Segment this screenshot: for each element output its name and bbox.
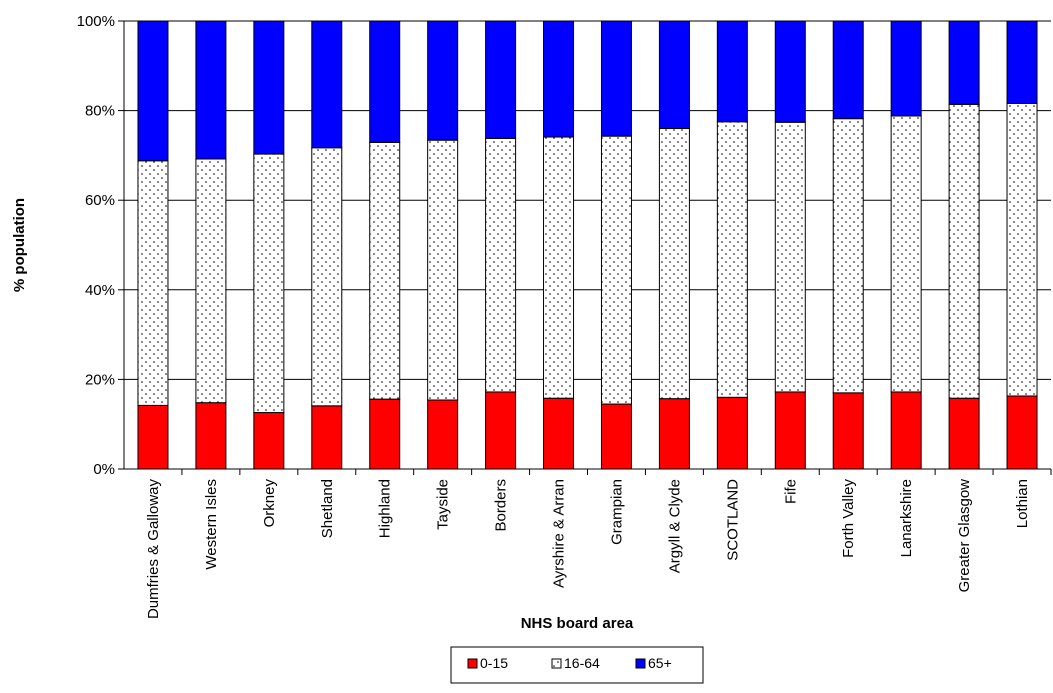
bar-segment-65+ — [658, 20, 690, 130]
legend-swatch-65+ — [635, 658, 646, 669]
y-tick-label: 20% — [85, 371, 115, 388]
y-tick-label: 40% — [85, 282, 115, 299]
bar-segment-0-15 — [890, 391, 922, 470]
bar-segment-16-64 — [890, 115, 922, 393]
bar-segment-16-64 — [948, 103, 980, 399]
bar-segment-16-64 — [543, 136, 575, 399]
bar-segment-65+ — [832, 20, 864, 120]
bar-segment-0-15 — [485, 391, 517, 470]
bar-segment-0-15 — [369, 398, 401, 470]
bar-segment-16-64 — [600, 135, 632, 405]
bar-segment-0-15 — [658, 398, 690, 470]
bar-segment-65+ — [600, 20, 632, 137]
x-tick-label: Forth Valley — [840, 479, 857, 558]
bar-segment-0-15 — [195, 402, 227, 470]
bar-segment-0-15 — [137, 404, 169, 470]
bar-segment-0-15 — [774, 391, 806, 470]
bar-segment-16-64 — [716, 121, 748, 398]
bar-segment-0-15 — [948, 397, 980, 470]
bar-segment-0-15 — [716, 396, 748, 470]
bar-segment-16-64 — [485, 137, 517, 393]
x-tick-label: Lothian — [1014, 479, 1031, 528]
bar-segment-65+ — [137, 20, 169, 162]
legend-label-65+: 65+ — [648, 655, 672, 671]
bar-segment-16-64 — [658, 128, 690, 400]
x-tick-label: Ayrshire & Arran — [551, 479, 568, 588]
bar-segment-0-15 — [427, 399, 459, 470]
bar-segment-0-15 — [832, 392, 864, 470]
x-tick-label: Greater Glasgow — [956, 479, 973, 593]
bar-segment-65+ — [253, 20, 285, 155]
legend-swatch-16-64 — [551, 658, 562, 669]
x-tick-label: Borders — [493, 479, 510, 532]
x-axis-title: NHS board area — [521, 615, 634, 632]
bar-segment-0-15 — [311, 405, 343, 470]
x-tick-label: Fife — [782, 479, 799, 504]
bar-segment-65+ — [311, 20, 343, 149]
bar-segment-65+ — [890, 20, 922, 117]
y-tick-label: 100% — [77, 13, 115, 30]
bar-segment-16-64 — [369, 141, 401, 400]
x-tick-label: Tayside — [435, 479, 452, 530]
y-tick-label: 80% — [85, 103, 115, 120]
y-tick-labels: 0% 20% 40% 60% 80% 100% — [77, 13, 115, 478]
x-tick-label: Western Isles — [203, 479, 220, 570]
bar-segment-65+ — [427, 20, 459, 141]
x-tick-label: SCOTLAND — [724, 479, 741, 561]
x-tick-label: Grampian — [608, 479, 625, 545]
bar-segment-16-64 — [427, 139, 459, 401]
bar-segment-65+ — [485, 20, 517, 139]
bar-segment-65+ — [195, 20, 227, 160]
legend: 0-15 16-64 65+ — [450, 646, 704, 684]
bar-segment-0-15 — [253, 412, 285, 470]
bars — [137, 20, 1038, 470]
legend-swatch-0-15 — [467, 658, 478, 669]
x-tick-label: Lanarkshire — [898, 479, 915, 557]
x-tick-label: Shetland — [319, 479, 336, 538]
axes — [123, 21, 1051, 470]
legend-label-16-64: 16-64 — [564, 655, 600, 671]
bar-segment-65+ — [774, 20, 806, 123]
y-axis-title: % population — [11, 198, 28, 292]
bar-segment-16-64 — [253, 153, 285, 414]
bar-segment-16-64 — [774, 121, 806, 393]
bar-segment-65+ — [369, 20, 401, 143]
bar-segment-16-64 — [195, 158, 227, 404]
bar-segment-16-64 — [1006, 102, 1038, 397]
x-tick-labels: Dumfries & Galloway Western Isles Orkney Sh… — [145, 479, 1031, 620]
bar-segment-0-15 — [543, 397, 575, 470]
x-tick-label: Highland — [377, 479, 394, 538]
bar-segment-65+ — [1006, 20, 1038, 104]
bar-segment-16-64 — [311, 147, 343, 407]
x-tick-label: Argyll & Clyde — [666, 479, 683, 573]
bar-segment-65+ — [948, 20, 980, 105]
legend-box — [450, 646, 704, 684]
bar-segment-0-15 — [600, 403, 632, 470]
bar-segment-65+ — [543, 20, 575, 138]
y-tick-label: 0% — [93, 461, 115, 478]
x-tick-label: Dumfries & Galloway — [145, 479, 162, 620]
x-tick-label: Orkney — [261, 479, 278, 528]
bar-segment-16-64 — [832, 118, 864, 394]
bar-segment-16-64 — [137, 160, 169, 406]
bar-segment-0-15 — [1006, 395, 1038, 470]
bar-segment-65+ — [716, 20, 748, 123]
legend-label-0-15: 0-15 — [480, 655, 508, 671]
y-tick-label: 60% — [85, 192, 115, 209]
